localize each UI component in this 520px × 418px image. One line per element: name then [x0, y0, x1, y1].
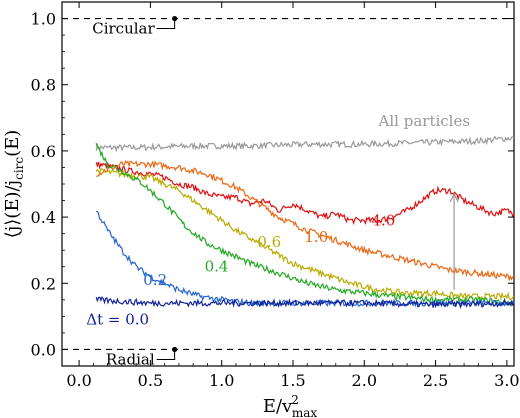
y-tick-label: 1.0: [31, 10, 56, 29]
series-label-0: All particles: [378, 112, 471, 130]
y-axis-label: ⟨j⟩(E)/jcirc(E): [2, 130, 26, 239]
y-tick-label: 0.4: [31, 208, 56, 227]
y-axis: 0.0 0.2 0.4 0.6 0.8 1.0: [31, 10, 514, 359]
y-tick-label: 0.6: [31, 142, 56, 161]
series-group: [95, 135, 515, 310]
x-tick-label: 3.0: [494, 371, 519, 390]
x-tick-label: 1.0: [209, 371, 234, 390]
x-axis: 0.0 0.5 1.0 1.5 2.0 2.5 3.0: [66, 2, 520, 390]
series-label-4: 0.4: [205, 258, 229, 276]
series-line-6: [95, 295, 515, 310]
y-tick-label: 0.8: [31, 76, 56, 95]
series-line-3: [95, 167, 515, 302]
series-labels: All particles 4.0 1.0 0.6 0.4 0.2 Δt = 0.0: [86, 112, 470, 329]
reference-lines: Circular Radial: [62, 15, 514, 368]
arrow-head: [449, 192, 459, 203]
y-axis-label-sub: circ: [12, 157, 26, 180]
x-tick-label: 1.5: [280, 371, 305, 390]
series-label-1: 4.0: [371, 211, 395, 229]
reference-label-0: Circular: [92, 20, 155, 38]
x-axis-label-sub: max: [292, 406, 318, 418]
series-label-6: Δt = 0.0: [86, 311, 149, 329]
x-axis-label-main: E/v: [263, 396, 293, 417]
y-axis-label-main: ⟨j⟩(E)/j: [2, 180, 23, 238]
series-line-4: [95, 142, 515, 307]
x-axis-label-sup: 2: [291, 393, 299, 407]
series-line-1: [95, 161, 515, 226]
y-tick-label: 0.2: [31, 274, 56, 293]
series-line-2: [96, 160, 515, 282]
x-tick-label: 2.5: [423, 371, 448, 390]
reference-label-1: Radial: [106, 350, 155, 368]
x-tick-label: 0.5: [138, 371, 163, 390]
series-label-3: 0.6: [257, 233, 281, 251]
series-label-2: 1.0: [304, 228, 328, 246]
arrow-annotation: [449, 192, 459, 290]
y-tick-label: 0.0: [31, 340, 56, 359]
reference-leader-0: [156, 18, 176, 30]
series-label-5: 0.2: [143, 271, 167, 289]
reference-leader-1: [156, 349, 176, 360]
x-tick-label: 2.0: [352, 371, 377, 390]
y-axis-label-tail: (E): [2, 130, 23, 157]
x-axis-label: E/v2 max: [263, 393, 318, 418]
x-tick-label: 0.0: [66, 371, 91, 390]
series-line-0: [95, 135, 515, 153]
